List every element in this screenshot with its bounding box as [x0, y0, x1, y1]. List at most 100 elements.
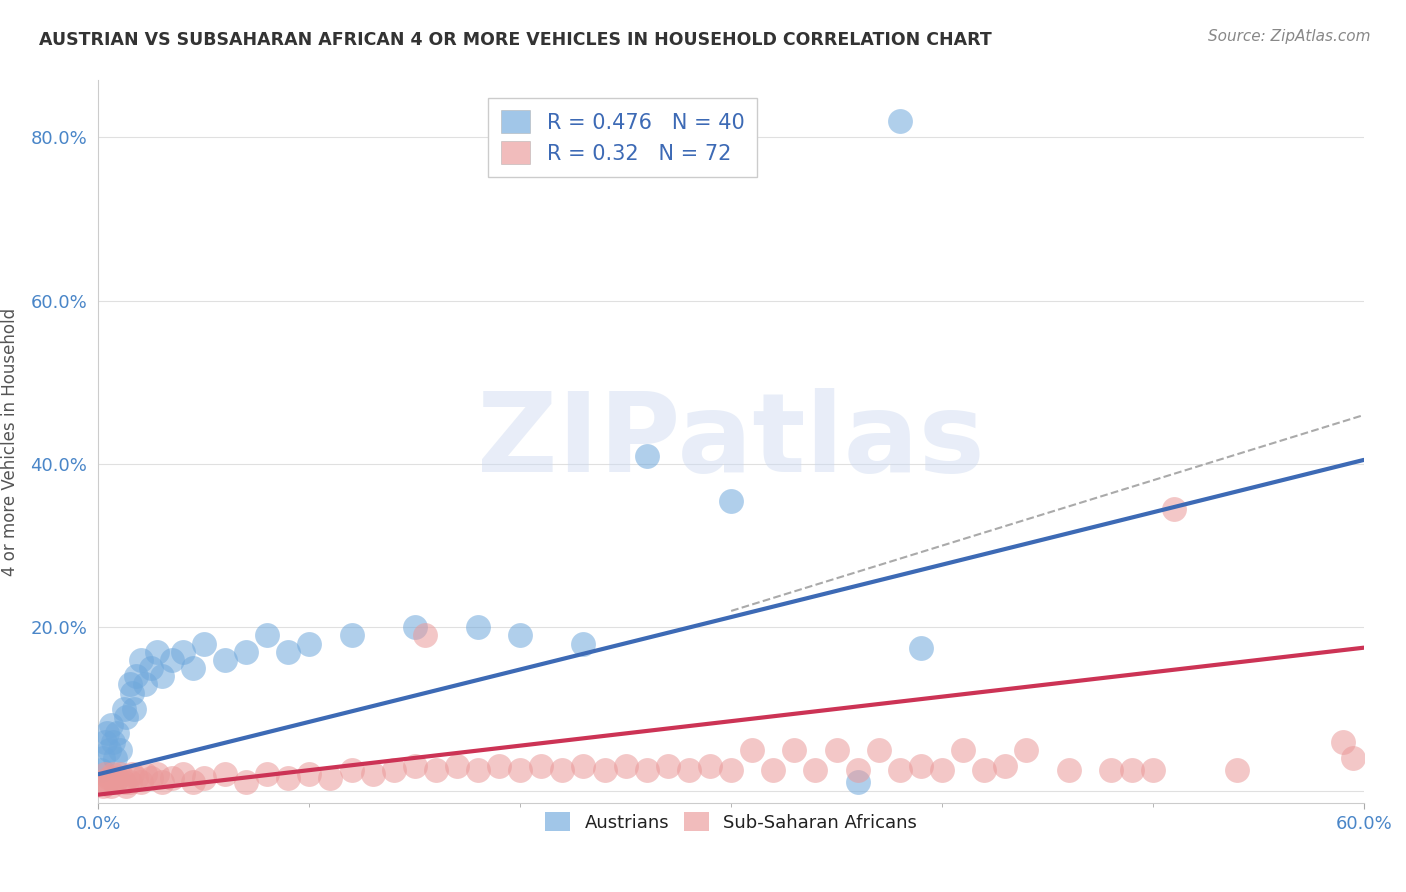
- Point: [150, 669, 173, 683]
- Point: [467, 763, 489, 777]
- Point: [121, 767, 143, 781]
- Point: [146, 767, 169, 781]
- Point: [1121, 763, 1143, 777]
- Point: [277, 772, 299, 786]
- Point: [100, 780, 122, 794]
- Point: [112, 702, 135, 716]
- Point: [115, 780, 138, 794]
- Point: [162, 772, 183, 786]
- Point: [825, 743, 848, 757]
- Point: [699, 759, 721, 773]
- Point: [404, 620, 426, 634]
- Point: [910, 640, 932, 655]
- Point: [96, 726, 118, 740]
- Point: [382, 763, 405, 777]
- Point: [124, 702, 146, 716]
- Point: [509, 763, 531, 777]
- Point: [425, 763, 447, 777]
- Point: [413, 628, 436, 642]
- Point: [1343, 751, 1365, 765]
- Point: [889, 763, 911, 777]
- Point: [361, 767, 384, 781]
- Point: [931, 763, 953, 777]
- Point: [90, 775, 112, 789]
- Point: [720, 763, 742, 777]
- Point: [994, 759, 1017, 773]
- Legend: Austrians, Sub-Saharan Africans: Austrians, Sub-Saharan Africans: [536, 803, 927, 841]
- Point: [868, 743, 890, 757]
- Point: [91, 751, 114, 765]
- Point: [256, 767, 278, 781]
- Point: [804, 763, 827, 777]
- Point: [614, 759, 637, 773]
- Point: [277, 645, 299, 659]
- Point: [103, 767, 125, 781]
- Point: [256, 628, 278, 642]
- Point: [100, 718, 122, 732]
- Point: [530, 759, 553, 773]
- Point: [120, 677, 141, 691]
- Point: [720, 493, 742, 508]
- Point: [108, 767, 131, 781]
- Point: [846, 763, 869, 777]
- Point: [134, 767, 156, 781]
- Point: [103, 734, 125, 748]
- Point: [93, 767, 117, 781]
- Point: [172, 767, 194, 781]
- Point: [509, 628, 531, 642]
- Point: [193, 772, 215, 786]
- Y-axis label: 4 or more Vehicles in Household: 4 or more Vehicles in Household: [1, 308, 20, 575]
- Point: [96, 775, 118, 789]
- Point: [214, 653, 236, 667]
- Text: Source: ZipAtlas.com: Source: ZipAtlas.com: [1208, 29, 1371, 44]
- Point: [150, 775, 173, 789]
- Point: [146, 645, 169, 659]
- Point: [98, 743, 121, 757]
- Point: [107, 772, 129, 786]
- Point: [1142, 763, 1164, 777]
- Point: [657, 759, 679, 773]
- Point: [973, 763, 995, 777]
- Point: [125, 669, 148, 683]
- Point: [235, 775, 257, 789]
- Point: [112, 775, 135, 789]
- Text: ZIPatlas: ZIPatlas: [477, 388, 986, 495]
- Point: [121, 685, 143, 699]
- Point: [678, 763, 700, 777]
- Point: [467, 620, 489, 634]
- Point: [125, 772, 148, 786]
- Point: [107, 726, 129, 740]
- Point: [235, 645, 257, 659]
- Point: [572, 759, 595, 773]
- Point: [141, 661, 163, 675]
- Point: [551, 763, 574, 777]
- Point: [741, 743, 763, 757]
- Point: [162, 653, 183, 667]
- Point: [91, 780, 114, 794]
- Point: [298, 767, 321, 781]
- Point: [120, 775, 141, 789]
- Point: [404, 759, 426, 773]
- Point: [846, 775, 869, 789]
- Point: [172, 645, 194, 659]
- Point: [93, 734, 117, 748]
- Point: [298, 637, 321, 651]
- Point: [572, 637, 595, 651]
- Point: [183, 775, 205, 789]
- Point: [340, 628, 363, 642]
- Point: [104, 751, 127, 765]
- Point: [129, 775, 152, 789]
- Point: [488, 759, 510, 773]
- Point: [910, 759, 932, 773]
- Point: [593, 763, 616, 777]
- Point: [952, 743, 974, 757]
- Point: [193, 637, 215, 651]
- Point: [115, 710, 138, 724]
- Point: [108, 743, 131, 757]
- Text: AUSTRIAN VS SUBSAHARAN AFRICAN 4 OR MORE VEHICLES IN HOUSEHOLD CORRELATION CHART: AUSTRIAN VS SUBSAHARAN AFRICAN 4 OR MORE…: [39, 31, 993, 49]
- Point: [762, 763, 785, 777]
- Point: [340, 763, 363, 777]
- Point: [889, 114, 911, 128]
- Point: [1163, 502, 1185, 516]
- Point: [141, 772, 163, 786]
